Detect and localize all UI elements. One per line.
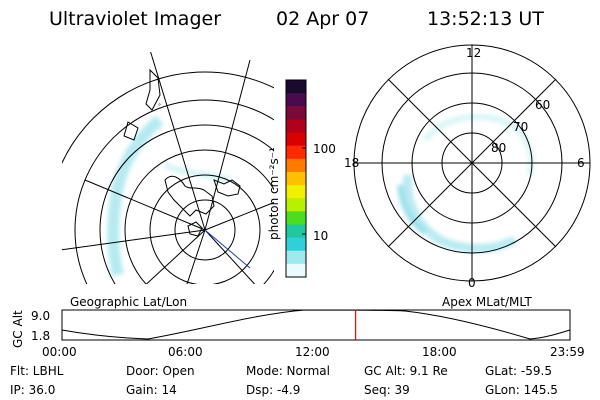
mlt-label-0: 0 — [468, 276, 476, 290]
colorbar-segment — [286, 158, 306, 173]
colorbar-segment — [286, 250, 306, 265]
altitude-axis-title: GC Alt — [11, 310, 25, 348]
time-tick-0600: 06:00 — [168, 345, 203, 359]
colorbar-segment — [286, 224, 306, 239]
mlt-label-12: 12 — [466, 46, 482, 60]
polar-plot — [353, 44, 591, 282]
mlt-label-18: 18 — [344, 156, 360, 170]
ip-value: IP: 36.0 — [10, 383, 56, 397]
time-tick-2359: 23:59 — [550, 345, 585, 359]
time-tick-0000: 00:00 — [42, 345, 77, 359]
time-tick-1200: 12:00 — [295, 345, 330, 359]
colorbar-segment — [286, 80, 306, 94]
colorbar-unit-label: photon cm⁻²s⁻¹ — [267, 147, 281, 240]
colorbar-segment — [286, 237, 306, 252]
mlat-label-70: 70 — [513, 120, 529, 134]
altitude-tick-9: 9.0 — [31, 309, 51, 323]
altitude-curve — [61, 309, 571, 340]
date-label: 02 Apr 07 — [276, 8, 370, 30]
instrument-title: Ultraviolet Imager — [49, 8, 222, 30]
geo-frame-label: Geographic Lat/Lon — [70, 295, 188, 309]
geographic-map — [62, 52, 274, 284]
altitude-plot — [61, 309, 571, 341]
glat-value: GLat: -59.5 — [485, 364, 552, 378]
colorbar-tick-10: 10 — [313, 229, 329, 243]
mlat-label-80: 80 — [491, 141, 507, 155]
dsp-value: Dsp: -4.9 — [246, 383, 301, 397]
polar-aurora-glow — [397, 114, 535, 253]
seq-value: Seq: 39 — [364, 383, 410, 397]
colorbar-segment — [286, 171, 306, 186]
colorbar-segment — [286, 132, 306, 147]
colorbar-segment — [286, 185, 306, 199]
gc-alt-value: GC Alt: 9.1 Re — [364, 364, 448, 378]
polar-frame-label: Apex MLat/MLT — [442, 295, 532, 309]
time-tick-1800: 18:00 — [422, 345, 457, 359]
colorbar — [285, 79, 307, 278]
colorbar-segment — [286, 145, 306, 160]
mode-value: Mode: Normal — [246, 364, 330, 378]
colorbar-segment — [286, 198, 306, 212]
colorbar-segment — [286, 211, 306, 226]
glon-value: GLon: 145.5 — [485, 383, 558, 397]
mlt-label-6: 6 — [577, 156, 585, 170]
colorbar-segment — [286, 119, 306, 134]
mlat-label-60: 60 — [535, 98, 551, 112]
map-dot-label: ° — [158, 103, 161, 110]
colorbar-tick-100: 100 — [313, 142, 336, 156]
gain-value: Gain: 14 — [126, 383, 177, 397]
time-label: 13:52:13 UT — [427, 8, 544, 30]
altitude-tick-1-8: 1.8 — [31, 329, 51, 343]
door-value: Door: Open — [126, 364, 195, 378]
filter-value: Flt: LBHL — [10, 364, 64, 378]
colorbar-segment — [286, 93, 306, 107]
colorbar-border — [285, 79, 307, 278]
colorbar-segment — [286, 263, 306, 278]
colorbar-segment — [286, 106, 306, 120]
